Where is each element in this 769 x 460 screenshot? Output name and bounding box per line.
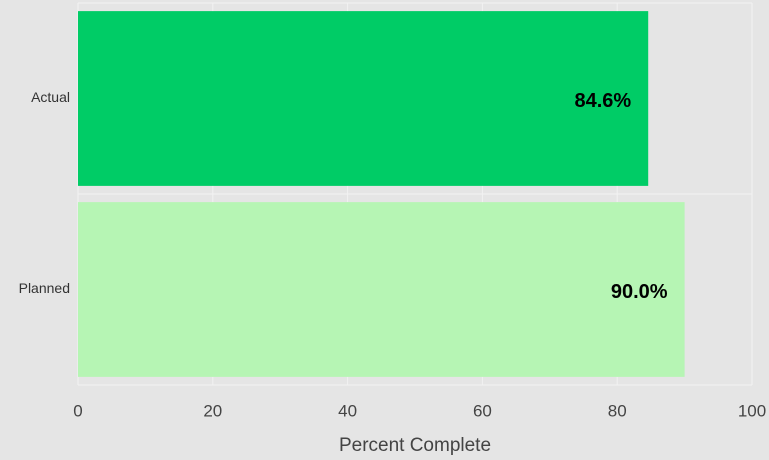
x-tick-label: 80: [608, 401, 627, 420]
x-tick-label: 20: [203, 401, 222, 420]
y-tick-label: Actual: [31, 89, 70, 105]
x-tick-label: 0: [73, 401, 82, 420]
value-label: 90.0%: [611, 281, 668, 303]
value-label: 84.6%: [574, 90, 631, 112]
x-tick-label: 100: [738, 401, 766, 420]
bar: [78, 202, 685, 377]
x-tick-label: 60: [473, 401, 492, 420]
bar: [78, 11, 649, 186]
x-tick-label: 40: [338, 401, 357, 420]
x-axis-label: Percent Complete: [339, 435, 491, 456]
y-tick-label: Planned: [19, 280, 70, 296]
